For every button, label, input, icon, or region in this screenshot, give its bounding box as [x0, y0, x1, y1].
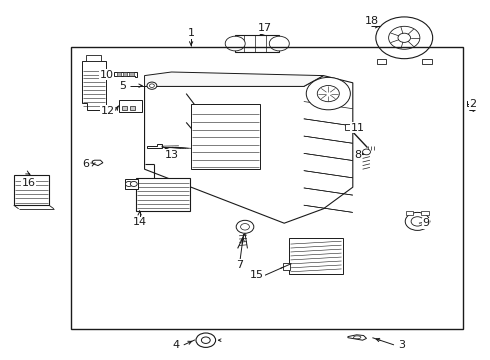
Text: 17: 17: [258, 23, 271, 33]
Bar: [71, 47, 463, 329]
Circle shape: [236, 220, 254, 233]
Polygon shape: [82, 61, 106, 110]
Text: 5: 5: [119, 81, 126, 91]
Polygon shape: [467, 101, 474, 108]
Circle shape: [270, 36, 289, 51]
Circle shape: [411, 217, 424, 226]
Bar: [123, 72, 127, 76]
Bar: [117, 72, 121, 76]
Polygon shape: [147, 144, 162, 148]
Circle shape: [125, 181, 132, 186]
Circle shape: [196, 333, 216, 347]
Polygon shape: [145, 72, 323, 86]
Text: 9: 9: [423, 218, 430, 228]
Bar: [422, 59, 432, 64]
Polygon shape: [145, 76, 353, 223]
Circle shape: [147, 82, 157, 89]
Text: 1: 1: [188, 28, 195, 38]
Bar: [14, 175, 49, 205]
Text: 15: 15: [250, 270, 264, 280]
Bar: [377, 59, 387, 64]
Bar: [406, 211, 413, 215]
Bar: [191, 104, 260, 169]
Bar: [235, 35, 279, 52]
Circle shape: [405, 212, 430, 230]
Circle shape: [398, 33, 411, 42]
Circle shape: [318, 85, 339, 102]
Text: 3: 3: [398, 340, 405, 350]
Circle shape: [130, 181, 137, 186]
Text: 11: 11: [351, 123, 365, 133]
Circle shape: [376, 17, 433, 59]
Bar: [136, 178, 190, 211]
Bar: [129, 72, 134, 76]
Text: 18: 18: [365, 16, 378, 26]
Circle shape: [149, 84, 154, 87]
Text: 13: 13: [165, 150, 178, 160]
Circle shape: [306, 77, 350, 110]
Text: 6: 6: [82, 159, 89, 169]
Text: 14: 14: [133, 217, 147, 228]
Bar: [130, 106, 135, 110]
Bar: [119, 100, 142, 112]
Bar: [283, 263, 290, 270]
Circle shape: [225, 36, 245, 51]
Text: 2: 2: [469, 99, 476, 109]
Text: 8: 8: [354, 150, 361, 160]
Bar: [289, 238, 343, 274]
Circle shape: [389, 26, 420, 49]
Bar: [125, 179, 138, 189]
Circle shape: [363, 149, 370, 155]
Ellipse shape: [353, 336, 361, 339]
Text: 7: 7: [237, 260, 244, 270]
Polygon shape: [348, 335, 367, 340]
Bar: [122, 106, 127, 110]
Bar: [86, 55, 101, 61]
Text: 10: 10: [100, 69, 114, 80]
Text: 12: 12: [101, 105, 115, 116]
Circle shape: [201, 337, 210, 343]
Text: 4: 4: [173, 340, 180, 350]
Polygon shape: [92, 160, 103, 166]
Polygon shape: [114, 72, 137, 77]
Circle shape: [241, 224, 249, 230]
Text: 16: 16: [22, 178, 35, 188]
Bar: [421, 211, 429, 215]
Bar: [345, 124, 355, 130]
